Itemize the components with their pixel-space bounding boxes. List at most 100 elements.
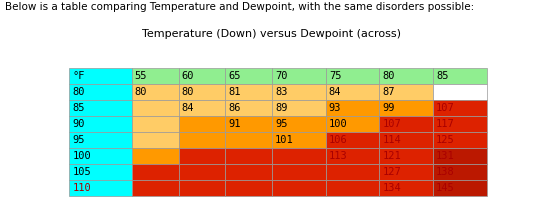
- Text: 84: 84: [329, 87, 341, 97]
- Bar: [179, 68, 225, 84]
- Bar: [272, 132, 326, 148]
- Bar: [326, 100, 379, 116]
- Bar: [69, 100, 132, 116]
- Text: 99: 99: [383, 103, 395, 113]
- Text: 95: 95: [73, 135, 85, 145]
- Bar: [69, 180, 132, 196]
- Text: 106: 106: [329, 135, 347, 145]
- Text: 80: 80: [73, 87, 85, 97]
- Bar: [69, 164, 132, 180]
- Text: 138: 138: [436, 167, 455, 177]
- Text: 87: 87: [383, 87, 395, 97]
- Bar: [379, 116, 433, 132]
- Bar: [433, 68, 487, 84]
- Text: 81: 81: [228, 87, 241, 97]
- Bar: [69, 132, 132, 148]
- Text: 100: 100: [73, 151, 92, 161]
- Bar: [225, 84, 272, 100]
- Bar: [326, 180, 379, 196]
- Text: 86: 86: [228, 103, 241, 113]
- Text: 121: 121: [383, 151, 401, 161]
- Text: 80: 80: [182, 87, 194, 97]
- Text: °F: °F: [73, 71, 85, 81]
- Text: 55: 55: [135, 71, 147, 81]
- Bar: [69, 116, 132, 132]
- Bar: [433, 84, 487, 100]
- Bar: [225, 148, 272, 164]
- Bar: [132, 148, 179, 164]
- Bar: [379, 148, 433, 164]
- Bar: [179, 164, 225, 180]
- Text: 70: 70: [275, 71, 288, 81]
- Bar: [225, 132, 272, 148]
- Bar: [179, 84, 225, 100]
- Bar: [132, 116, 179, 132]
- Bar: [132, 180, 179, 196]
- Bar: [326, 68, 379, 84]
- Bar: [272, 164, 326, 180]
- Bar: [326, 116, 379, 132]
- Bar: [225, 116, 272, 132]
- Text: 85: 85: [73, 103, 85, 113]
- Bar: [179, 132, 225, 148]
- Text: 107: 107: [383, 119, 401, 129]
- Text: 83: 83: [275, 87, 288, 97]
- Bar: [326, 84, 379, 100]
- Text: 91: 91: [228, 119, 241, 129]
- Text: 75: 75: [329, 71, 341, 81]
- Bar: [433, 180, 487, 196]
- Text: 107: 107: [436, 103, 455, 113]
- Text: 85: 85: [436, 71, 449, 81]
- Bar: [132, 164, 179, 180]
- Bar: [272, 100, 326, 116]
- Bar: [379, 180, 433, 196]
- Bar: [225, 68, 272, 84]
- Text: Temperature (Down) versus Dewpoint (across): Temperature (Down) versus Dewpoint (acro…: [141, 29, 401, 39]
- Text: 89: 89: [275, 103, 288, 113]
- Text: 125: 125: [436, 135, 455, 145]
- Text: 93: 93: [329, 103, 341, 113]
- Bar: [433, 116, 487, 132]
- Bar: [132, 100, 179, 116]
- Text: 117: 117: [436, 119, 455, 129]
- Text: 80: 80: [383, 71, 395, 81]
- Bar: [179, 116, 225, 132]
- Bar: [225, 164, 272, 180]
- Text: 134: 134: [383, 183, 401, 193]
- Bar: [326, 164, 379, 180]
- Text: 105: 105: [73, 167, 92, 177]
- Bar: [326, 132, 379, 148]
- Bar: [272, 84, 326, 100]
- Text: 60: 60: [182, 71, 194, 81]
- Bar: [433, 148, 487, 164]
- Text: 114: 114: [383, 135, 401, 145]
- Bar: [379, 164, 433, 180]
- Bar: [433, 164, 487, 180]
- Bar: [225, 180, 272, 196]
- Text: 100: 100: [329, 119, 347, 129]
- Bar: [326, 148, 379, 164]
- Text: 145: 145: [436, 183, 455, 193]
- Text: 110: 110: [73, 183, 92, 193]
- Bar: [179, 100, 225, 116]
- Bar: [179, 180, 225, 196]
- Bar: [272, 116, 326, 132]
- Bar: [433, 132, 487, 148]
- Bar: [272, 68, 326, 84]
- Bar: [132, 84, 179, 100]
- Text: 95: 95: [275, 119, 288, 129]
- Bar: [69, 84, 132, 100]
- Text: 131: 131: [436, 151, 455, 161]
- Bar: [69, 148, 132, 164]
- Bar: [69, 68, 132, 84]
- Text: 113: 113: [329, 151, 347, 161]
- Bar: [225, 100, 272, 116]
- Text: 127: 127: [383, 167, 401, 177]
- Bar: [132, 68, 179, 84]
- Bar: [379, 84, 433, 100]
- Bar: [379, 68, 433, 84]
- Bar: [433, 100, 487, 116]
- Bar: [179, 148, 225, 164]
- Bar: [132, 132, 179, 148]
- Text: 65: 65: [228, 71, 241, 81]
